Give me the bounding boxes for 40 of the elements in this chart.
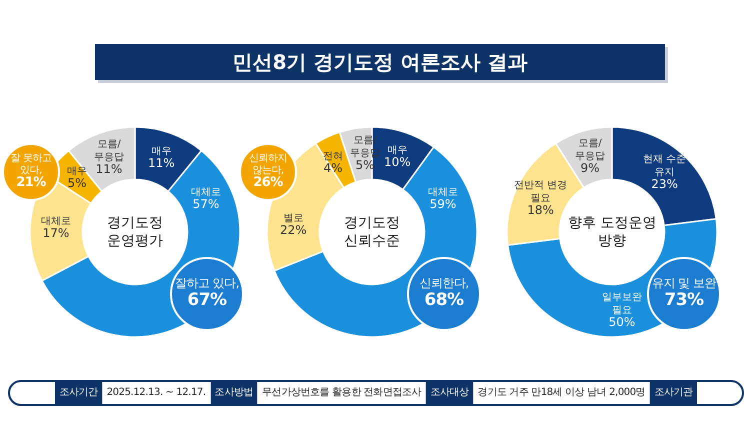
text: 향후 도정운영 방향	[568, 215, 656, 250]
slice-label: 모름/무응답	[575, 138, 605, 162]
data-label: 50%	[608, 315, 636, 329]
slice-label: 매우	[387, 145, 408, 156]
slice-label: 대체로	[41, 216, 71, 227]
text: 경기도정 운영평가	[107, 215, 163, 250]
data-label: 23%	[651, 177, 678, 191]
slice-label: 현재 수준 유지	[643, 154, 686, 178]
text: 잘하고 있다, 67%	[174, 276, 240, 311]
text: 2025.12.13. ~ 12.17.	[102, 381, 211, 405]
slice-label: 별로	[283, 213, 304, 224]
data-label: 11%	[148, 156, 175, 170]
text: 민선8기 경기도정 여론조사 결과	[95, 44, 665, 80]
data-label: 11%	[96, 162, 122, 176]
text: 조사기간	[55, 382, 102, 404]
text: 신뢰한다, 68%	[419, 276, 469, 311]
text: 조사기관	[650, 382, 697, 404]
data-label: 59%	[430, 197, 456, 211]
data-label: 22%	[280, 223, 307, 237]
slice-label: 매우	[67, 166, 87, 177]
data-label: 18%	[527, 203, 554, 217]
text: 유지 및 보완 73%	[652, 276, 716, 311]
slice-label: 대체로	[191, 187, 221, 198]
text: 조사방법	[210, 382, 258, 404]
slice-label: 일부보완 필요	[602, 292, 642, 316]
text: 조사대상	[426, 382, 473, 404]
data-label: 17%	[42, 226, 70, 240]
data-label: 57%	[192, 197, 220, 211]
text: 무선가상번호를 활용한 전화면접조사	[257, 381, 426, 405]
data-label: 9%	[580, 161, 600, 175]
data-label: 10%	[384, 155, 411, 169]
slice-label: 모름/무응답	[94, 139, 124, 163]
text: 경기도 거주 만18세 이상 남녀 2,000명	[472, 381, 650, 405]
text: 잘 못하고 있다, 21%	[10, 153, 52, 191]
text: 경기도정 신뢰수준	[344, 215, 400, 250]
slice-label: 전반적 변경 필요	[514, 180, 568, 204]
text: 신뢰하지 않는다, 26%	[248, 153, 288, 191]
slice-label: 매우	[151, 146, 172, 157]
slice-label: 대체로	[428, 187, 458, 198]
data-label: 5%	[67, 176, 87, 190]
